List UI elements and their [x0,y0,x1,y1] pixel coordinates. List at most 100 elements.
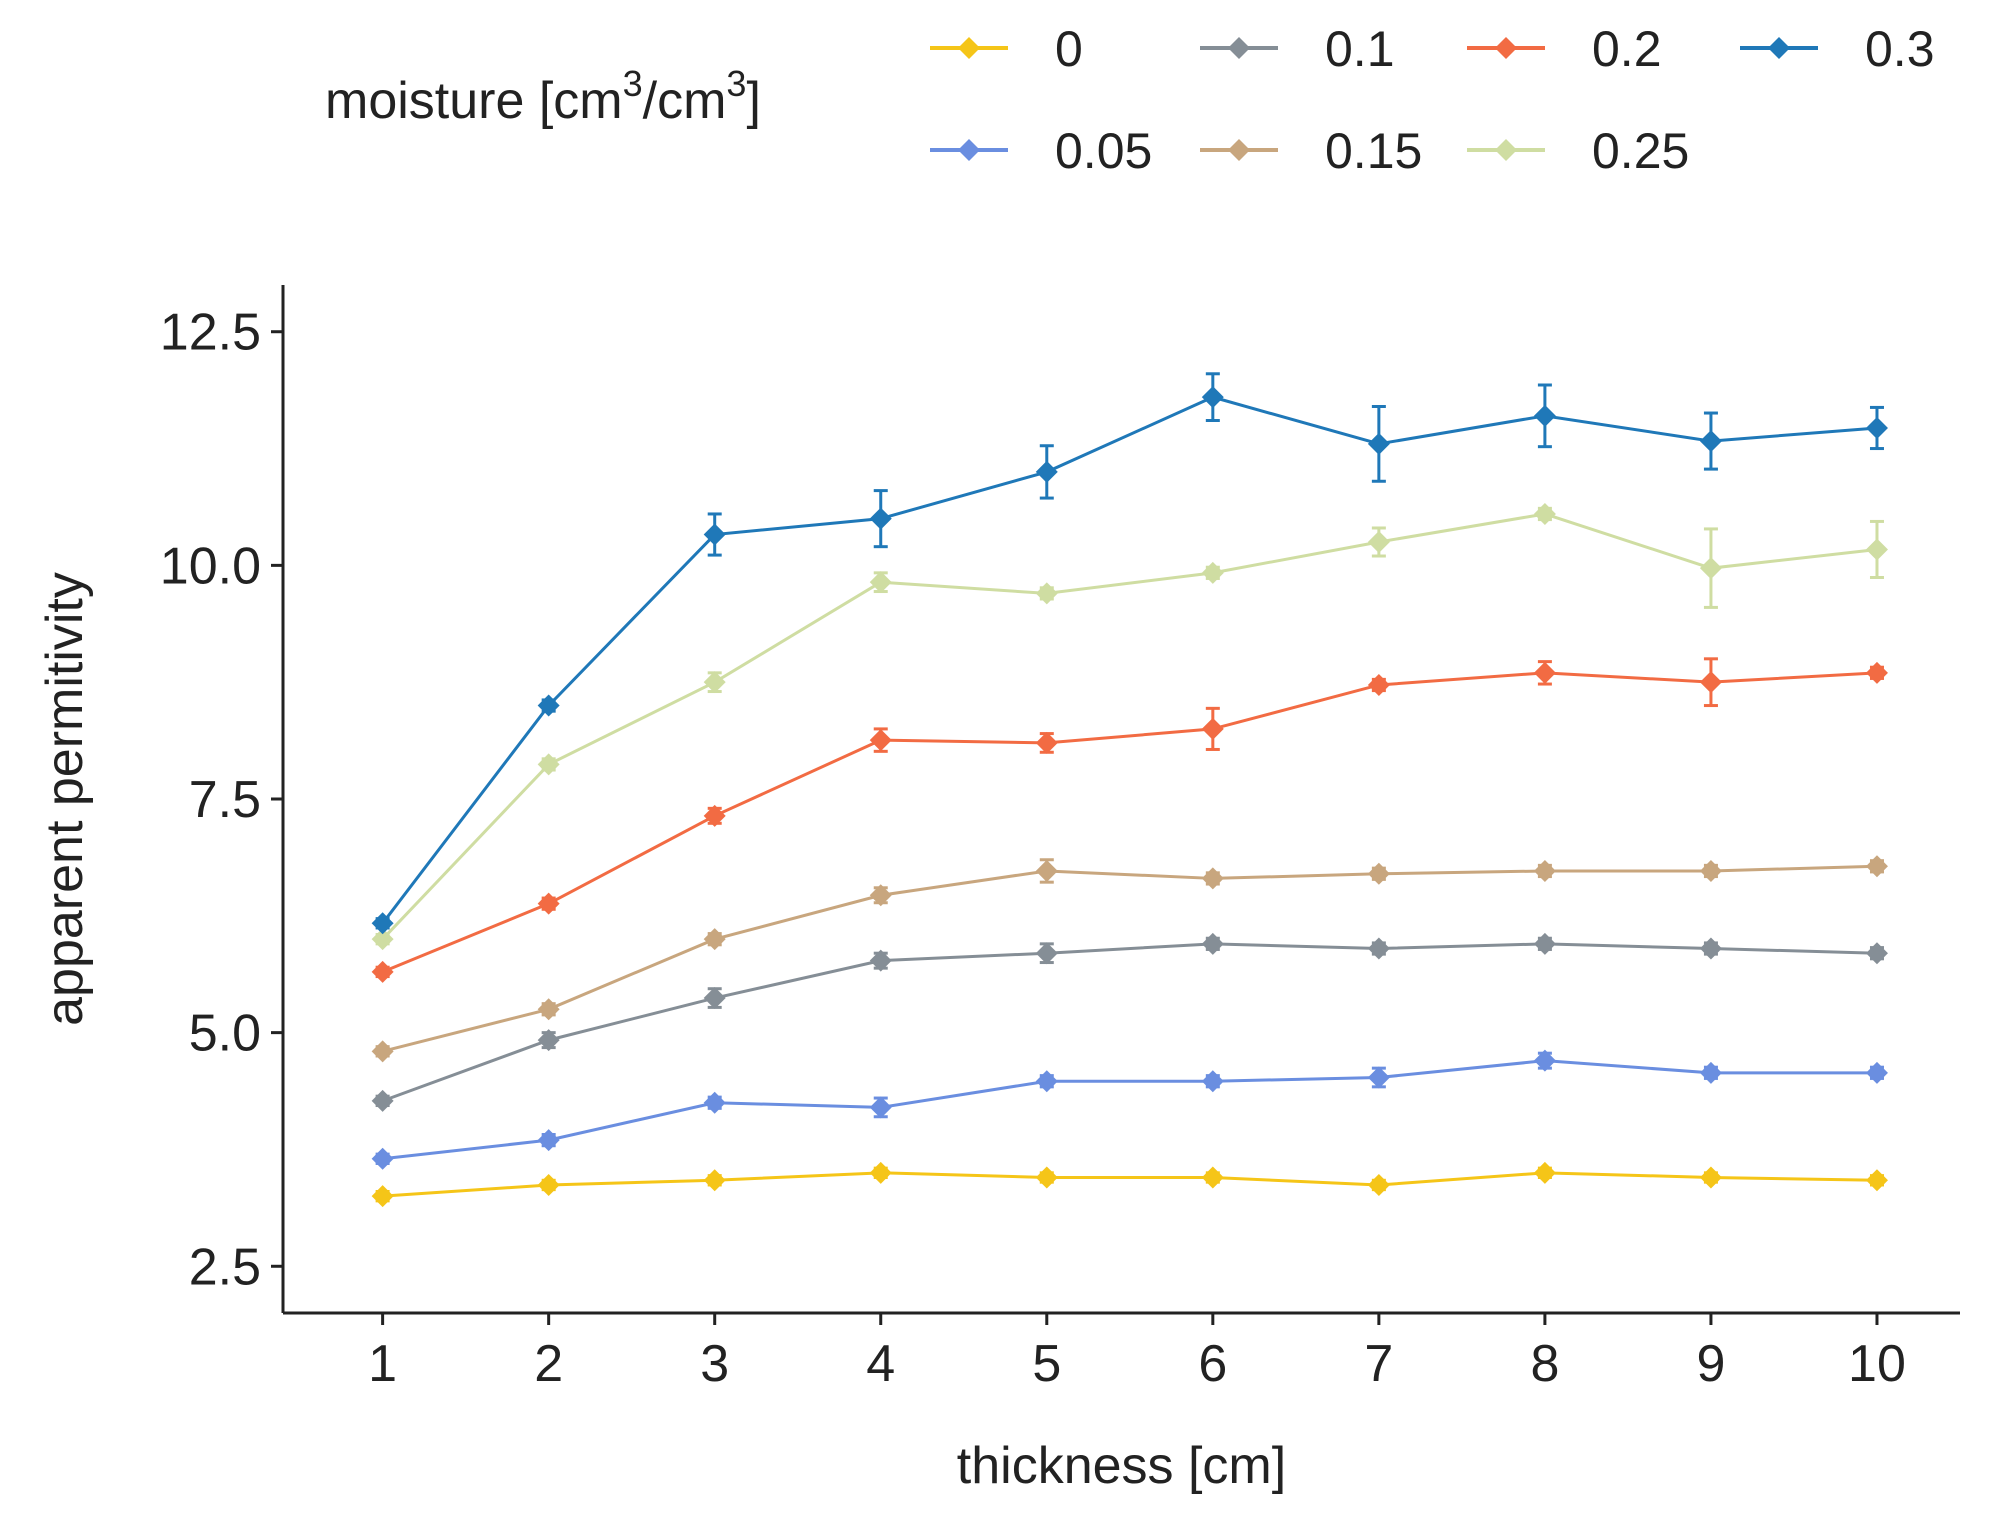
series-line [381,512,1878,941]
series-line [382,671,1878,974]
data-point [371,928,394,951]
data-point [371,912,394,935]
data-point [1367,1173,1390,1196]
series-0_25 [371,502,1888,951]
legend-marker [1495,139,1517,161]
x-tick-label: 9 [1696,1335,1725,1393]
data-point [1865,416,1888,439]
series-0 [371,1161,1888,1208]
data-point [1035,942,1058,965]
y-axis-title: apparent permitivity [36,572,94,1026]
data-point [703,1091,726,1114]
legend: 0 0.1 0.2 0.3 0.05 0.15 0.25 [930,21,1935,179]
data-point [1865,1061,1888,1084]
series-line [382,1171,1878,1198]
x-tick-label: 3 [700,1335,729,1393]
data-point [371,1089,394,1112]
y-tick-label: 12.5 [160,304,261,362]
legend-marker [1768,37,1790,59]
data-point [1699,937,1722,960]
x-tick-label: 5 [1032,1335,1061,1393]
data-point [1201,932,1224,955]
data-point [703,987,726,1010]
data-point [1699,671,1722,694]
data-point [1699,1166,1722,1189]
series-line [382,864,1878,1053]
data-point [869,884,892,907]
data-point [1533,661,1556,684]
data-point [371,960,394,983]
data-point [537,892,560,915]
data-point [1865,538,1888,561]
data-point [1035,460,1058,483]
data-point [371,1147,394,1170]
x-tick-label: 8 [1530,1335,1559,1393]
series-line [382,1059,1877,1161]
data-point [869,729,892,752]
data-point [537,1173,560,1196]
data-point [537,1029,560,1052]
data-point [869,949,892,972]
legend-marker [1495,37,1517,59]
legend-item-0_05: 0.05 [930,123,1152,179]
x-tick-label: 1 [368,1335,397,1393]
data-point [1533,1049,1556,1072]
y-tick-label: 2.5 [189,1238,261,1296]
legend-title-sup1: 3 [623,63,643,104]
series-line [381,395,1878,925]
data-point [1201,1166,1224,1189]
data-point [1367,531,1390,553]
x-tick-label: 4 [866,1335,895,1393]
x-tick-label: 2 [534,1335,563,1393]
data-point [1533,932,1556,955]
data-point [1201,561,1224,584]
data-point [371,1040,394,1063]
data-point [1367,937,1390,960]
y-tick-label: 7.5 [189,771,261,829]
series-0_2 [371,657,1888,983]
data-point [537,694,560,717]
axes: 2.5 5.0 7.5 10.0 12.5 1 2 3 4 5 6 7 8 9 10 [160,285,1960,1393]
data-point [1201,1070,1224,1093]
data-point [703,928,726,951]
data-point [1533,404,1556,427]
legend-label: 0.2 [1592,21,1662,77]
legend-label: 0.3 [1865,21,1935,77]
series-0_05 [371,1049,1888,1170]
data-point [537,753,560,776]
legend-label: 0.25 [1592,123,1689,179]
data-point [1367,862,1390,885]
legend-title-mid: /cm [643,72,727,130]
data-point [1035,1070,1058,1093]
data-point [1035,1166,1058,1189]
data-point [537,998,560,1021]
legend-item-0: 0 [930,21,1083,77]
data-point [1035,731,1058,754]
data-point [1367,673,1390,696]
data-point [869,1096,892,1119]
x-tick-label: 6 [1198,1335,1227,1393]
data-point [703,804,726,827]
data-point [703,523,726,546]
data-point [1533,502,1556,525]
data-point [1699,1061,1722,1084]
legend-label: 0.15 [1325,123,1422,179]
data-point [1201,717,1224,740]
data-point [1699,430,1722,453]
data-point [1367,1066,1390,1089]
series-0_15 [371,855,1888,1063]
data-point [869,507,892,530]
y-tick-label: 10.0 [160,537,261,595]
legend-label: 0.05 [1055,123,1152,179]
data-point [1035,859,1058,882]
data-point [1865,1169,1888,1192]
legend-item-0_2: 0.2 [1467,21,1662,77]
data-point [1699,557,1722,580]
legend-label: 0 [1055,21,1083,77]
data-point [1699,859,1722,882]
data-point [1865,661,1888,684]
legend-item-0_3: 0.3 [1740,21,1935,77]
data-point [869,1161,892,1184]
